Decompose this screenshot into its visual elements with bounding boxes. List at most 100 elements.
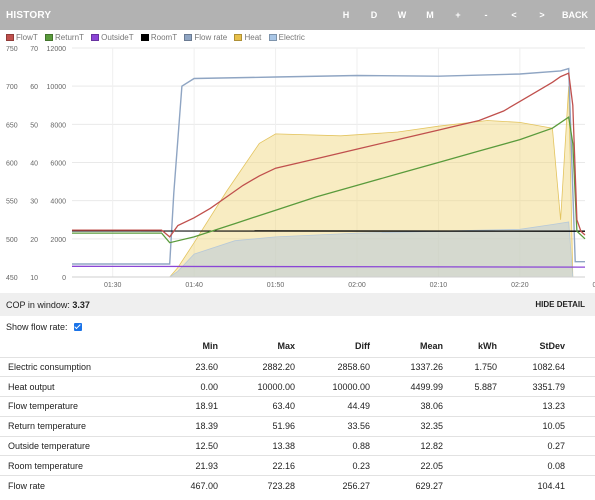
power-axis-tick: 2000 <box>50 237 66 244</box>
stats-row-label: Return temperature <box>0 415 155 437</box>
chart-legend: FlowT ReturnT OutsideT RoomT Flow rate H… <box>6 33 586 44</box>
table-row: Flow rate 467.00 723.28 256.27 629.27 104.41 <box>0 475 595 496</box>
legend-item-roomt[interactable]: RoomT <box>140 33 177 42</box>
stats-cell-kwh: 5.887 <box>443 376 497 397</box>
stats-cell-pad <box>565 376 595 397</box>
stats-cell-stdev: 10.05 <box>497 415 565 437</box>
x-tick-label: 02:20 <box>511 282 529 289</box>
stats-cell-mean: 4499.99 <box>370 376 443 397</box>
outside-temp-line <box>71 265 586 268</box>
back-button[interactable]: BACK <box>562 10 588 20</box>
stats-cell-diff: 0.23 <box>295 455 370 476</box>
cop-in-window: COP in window: 3.37 <box>6 300 90 310</box>
stats-cell-kwh <box>443 396 497 417</box>
legend-swatch <box>234 34 243 41</box>
stats-cell-mean: 38.06 <box>370 396 443 417</box>
stats-header-mean: Mean <box>419 340 443 351</box>
stats-cell-min: 23.60 <box>155 356 218 377</box>
stats-cell-mean: 32.35 <box>370 415 443 437</box>
stats-cell-pad <box>565 396 595 417</box>
stats-body: Electric consumption 23.60 2882.20 2858.60 1… <box>0 356 595 496</box>
stats-table: Min Max Diff Mean kWh StDev Electric con… <box>0 335 595 496</box>
legend-swatch <box>45 34 54 41</box>
return-temp-line <box>72 115 586 244</box>
table-row: Flow temperature 18.91 63.40 44.49 38.06 13.2… <box>0 396 595 417</box>
stats-cell-mean: 12.82 <box>370 435 443 456</box>
stats-cell-min: 18.91 <box>155 396 218 417</box>
legend-swatch <box>268 34 277 41</box>
chart-areas <box>72 86 585 278</box>
temp-axis-tick: 40 <box>30 161 38 168</box>
table-row: Room temperature 21.93 22.16 0.23 22.05 0.08 <box>0 455 595 476</box>
chart-y-axes: 4505005506006507007501020304050607002000… <box>6 46 66 282</box>
week-button[interactable]: W <box>397 10 407 20</box>
table-row: Electric consumption 23.60 2882.20 2858.60 1… <box>0 356 595 377</box>
history-header: HISTORY H D W M + - < > BACK <box>0 0 595 30</box>
stats-cell-max: 13.38 <box>218 435 295 456</box>
table-row: Return temperature 18.39 51.96 33.56 32.35 10… <box>0 415 595 437</box>
stats-cell-pad <box>565 475 595 496</box>
flow-axis-tick: 650 <box>6 122 18 129</box>
stats-cell-stdev: 0.27 <box>497 435 565 456</box>
day-button[interactable]: D <box>370 10 378 20</box>
zoom-out-button[interactable]: - <box>484 10 488 20</box>
stats-cell-diff: 44.49 <box>295 396 370 417</box>
power-axis-tick: 10000 <box>47 84 67 91</box>
stats-cell-min: 18.39 <box>155 415 218 437</box>
month-button[interactable]: M <box>426 10 434 20</box>
stats-cell-diff: 2858.60 <box>295 356 370 377</box>
stats-row-label: Flow rate <box>0 475 155 496</box>
legend-swatch <box>91 34 100 41</box>
stats-cell-pad <box>565 435 595 456</box>
legend-swatch <box>140 34 149 41</box>
flow-axis-tick: 450 <box>6 275 18 282</box>
pan-right-button[interactable]: > <box>539 10 545 20</box>
legend-item-flow-rate[interactable]: Flow rate <box>184 33 227 42</box>
history-chart[interactable]: 4505005506006507007501020304050607002000… <box>0 44 595 292</box>
flow-axis-tick: 600 <box>6 161 18 168</box>
show-flow-rate-checkbox[interactable] <box>73 323 82 331</box>
temp-axis-tick: 30 <box>30 199 38 206</box>
stats-header-max: Max <box>277 340 295 351</box>
stats-row-label: Flow temperature <box>0 396 155 417</box>
stats-cell-kwh <box>443 475 497 496</box>
stats-cell-kwh <box>443 415 497 437</box>
stats-cell-pad <box>565 455 595 476</box>
legend-item-flowt[interactable]: FlowT <box>6 33 38 42</box>
hour-button[interactable]: H <box>342 10 350 20</box>
stats-row-label: Room temperature <box>0 455 155 476</box>
zoom-in-button[interactable]: + <box>455 10 461 20</box>
legend-label: FlowT <box>16 33 38 42</box>
legend-label: Electric <box>278 33 305 42</box>
temp-axis-tick: 70 <box>30 46 38 53</box>
stats-header-label <box>0 335 155 357</box>
stats-header-pad <box>565 335 595 357</box>
stats-row-label: Outside temperature <box>0 435 155 456</box>
stats-header-row: Min Max Diff Mean kWh StDev <box>0 335 595 357</box>
chart-lines <box>71 67 586 268</box>
stats-cell-stdev: 1082.64 <box>497 356 565 377</box>
pan-left-button[interactable]: < <box>511 10 517 20</box>
stats-cell-min: 0.00 <box>155 376 218 397</box>
x-tick-label: 02:10 <box>430 282 448 289</box>
table-row: Heat output 0.00 10000.00 10000.00 4499.99 5.… <box>0 376 595 397</box>
power-axis-tick: 0 <box>62 275 66 282</box>
stats-row-label: Electric consumption <box>0 356 155 377</box>
x-tick-label: 01:30 <box>104 282 122 289</box>
x-tick-label: 01:40 <box>185 282 203 289</box>
flow-temp-line <box>72 72 586 238</box>
legend-item-outsidet[interactable]: OutsideT <box>91 33 134 42</box>
legend-item-returnt[interactable]: ReturnT <box>45 33 84 42</box>
flow-axis-tick: 700 <box>6 84 18 91</box>
stats-cell-mean: 22.05 <box>370 455 443 476</box>
legend-item-electric[interactable]: Electric <box>268 33 305 42</box>
legend-label: Flow rate <box>194 33 228 42</box>
legend-item-heat[interactable]: Heat <box>234 33 261 42</box>
stats-cell-max: 2882.20 <box>218 356 295 377</box>
temp-axis-tick: 60 <box>30 84 38 91</box>
stats-cell-kwh <box>443 435 497 456</box>
hide-detail-button[interactable]: HIDE DETAIL <box>535 300 585 309</box>
flow-axis-tick: 550 <box>6 199 18 206</box>
stats-cell-kwh <box>443 455 497 476</box>
